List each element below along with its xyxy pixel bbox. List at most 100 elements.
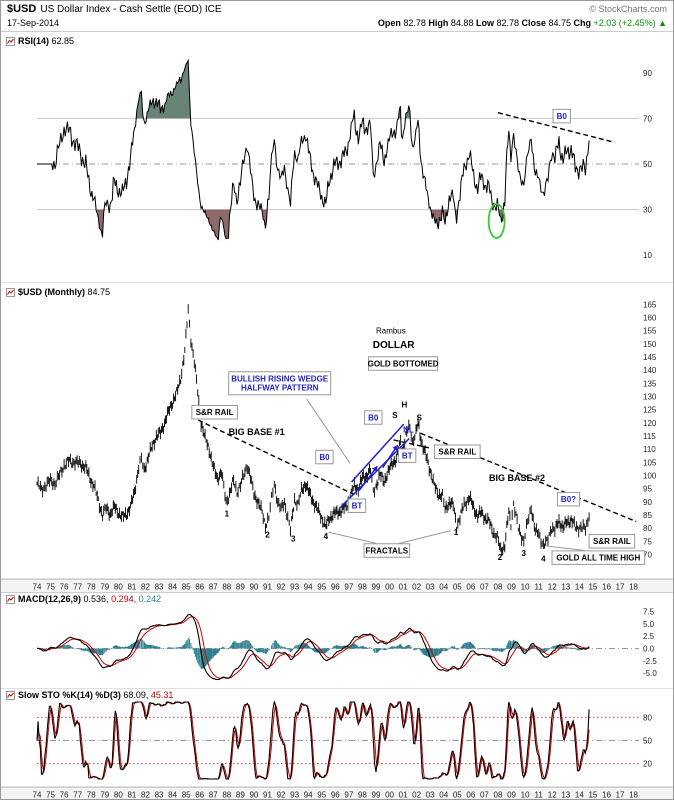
overbought-fill	[146, 60, 191, 119]
y-tick: 20	[643, 760, 652, 769]
year-label: 83	[155, 791, 164, 800]
year-label: 14	[575, 583, 584, 592]
year-label: 89	[236, 583, 245, 592]
label-segment: 84.75	[87, 287, 111, 297]
y-tick: -2.5	[643, 657, 657, 666]
year-axis: 74 75 76 77 78 79 80 81 82 83 84 85 86 87 88 89 90 91 92 93…	[33, 791, 639, 800]
price-plot: 165 160 155 150 145 140 135 130 125 120 115 110 105 1…	[36, 300, 657, 565]
y-tick: 160	[643, 313, 657, 322]
symbol: $USD	[7, 3, 37, 15]
year-label: 15	[588, 583, 597, 592]
year-label: 74	[33, 583, 42, 592]
year-label: 85	[182, 791, 191, 800]
annotation-box	[552, 108, 571, 124]
year-label: 11	[535, 583, 544, 592]
label-segment: 0.294,	[111, 594, 139, 604]
label-segment: 68.09,	[123, 690, 151, 700]
year-label: 82	[141, 583, 150, 592]
annotation-label: S&R RAIL	[196, 408, 234, 417]
year-label: 98	[358, 583, 367, 592]
year-label: 14	[575, 791, 584, 800]
year-label: 94	[304, 791, 313, 800]
trendline	[497, 112, 615, 144]
annotation-label: 4	[324, 532, 329, 541]
annotation-box	[556, 491, 581, 507]
annotation-label: 1	[454, 528, 459, 537]
year-label: 88	[222, 791, 231, 800]
y-tick: 70	[643, 550, 652, 559]
pointer-line	[306, 398, 351, 464]
quote-field-label: High	[428, 18, 451, 28]
y-tick: 95	[643, 485, 652, 494]
year-label: 76	[60, 583, 69, 592]
rsi-label: RSI(14) 62.85	[6, 36, 75, 47]
year-label: 99	[372, 583, 381, 592]
indicator-icon	[6, 37, 15, 46]
y-axis-labels: 165 160 155 150 145 140 135 130 125 120 115 110 105 1…	[643, 300, 657, 559]
price-label: $USD (Monthly) 84.75	[6, 287, 111, 298]
year-label: 95	[317, 583, 326, 592]
trendline	[420, 432, 637, 523]
year-label: 87	[209, 583, 218, 592]
annotation-label: BIG BASE #2	[489, 473, 545, 483]
annotation-box	[588, 534, 636, 549]
rsi-plot: 90 70 50 30 10 B0	[37, 58, 652, 260]
label-segment: Slow STO %K(14) %D(3)	[18, 690, 124, 700]
label-segment: 0.242	[138, 594, 162, 604]
annotation-label: 2	[498, 553, 503, 562]
quote-field-label: Open	[377, 18, 404, 28]
trendline	[393, 439, 429, 449]
pattern-line	[351, 423, 405, 483]
macd-panel: 7.5 5.0 2.5 0.0 -2.5 -5.0 MACD(12,26,9) 0.536,…	[1, 593, 673, 689]
year-label: 11	[535, 791, 544, 800]
x-axis-bottom: 74 75 76 77 78 79 80 81 82 83 84 85 86 87 88 89 90 91 92 93…	[1, 787, 673, 800]
year-label: 83	[155, 583, 164, 592]
y-tick: 120	[643, 419, 657, 428]
x-axis-top: 74 75 76 77 78 79 80 81 82 83 84 85 86 87 88 89 90 91 92 93…	[1, 579, 673, 593]
y-axis-labels: 80 50 20	[643, 713, 652, 768]
annotation-label: S&R RAIL	[438, 448, 476, 457]
pointer-line	[398, 530, 451, 544]
sto-label: Slow STO %K(14) %D(3) 68.09, 45.31	[6, 690, 174, 701]
year-label: 02	[412, 791, 421, 800]
chart-title: US Dollar Index - Cash Settle (EOD) ICE	[40, 4, 222, 15]
highlight-ellipse	[487, 203, 506, 239]
year-label: 96	[331, 583, 340, 592]
year-label: 09	[507, 791, 516, 800]
year-label: 04	[439, 791, 448, 800]
y-tick: 125	[643, 406, 657, 415]
year-label: 05	[453, 791, 462, 800]
annotation-label: FRACTALS	[366, 546, 409, 555]
annotation-label: 3	[291, 535, 296, 544]
oversold-fill	[498, 209, 504, 222]
year-label: 95	[317, 791, 326, 800]
year-label: 78	[87, 791, 96, 800]
year-label: 97	[344, 583, 353, 592]
indicator-icon	[6, 691, 15, 700]
sto-panel: 80 50 20 Slow STO %K(14) %D(3) 68.09, 45.31	[1, 689, 673, 787]
annotation-box	[315, 449, 334, 465]
year-label: 00	[385, 583, 394, 592]
annotation-label: Rambus	[376, 327, 406, 336]
year-label: 86	[195, 791, 204, 800]
annotation-label: S	[392, 411, 398, 420]
year-label: 16	[602, 583, 611, 592]
y-tick: 50	[643, 160, 652, 169]
year-label: 74	[33, 791, 42, 800]
y-tick: 105	[643, 458, 657, 467]
macd-plot: 7.5 5.0 2.5 0.0 -2.5 -5.0	[36, 607, 657, 681]
year-label: 00	[385, 791, 394, 800]
year-label: 78	[87, 583, 96, 592]
annotation-label: 2	[265, 531, 270, 540]
year-label: 90	[249, 791, 258, 800]
year-label: 92	[277, 583, 286, 592]
quote-field-value: 84.88	[450, 18, 476, 28]
label-segment: RSI(14)	[18, 36, 52, 46]
year-label: 13	[561, 791, 570, 800]
year-label: 88	[222, 583, 231, 592]
annotation-label: DOLLAR	[373, 340, 415, 351]
year-label: 75	[46, 583, 55, 592]
year-label: 13	[561, 583, 570, 592]
year-label: 81	[127, 583, 136, 592]
trendline	[198, 419, 356, 496]
